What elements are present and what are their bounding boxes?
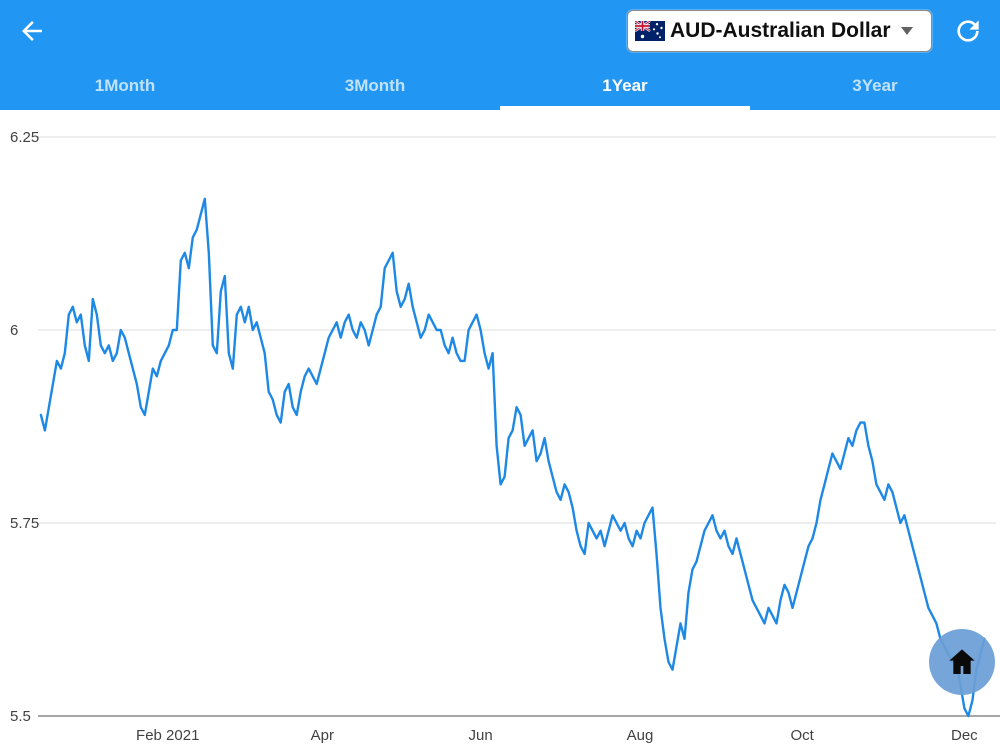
back-button[interactable] [8,7,56,55]
y-tick-label: 5.5 [10,708,31,725]
home-fab-button[interactable] [929,629,995,695]
x-tick-label: Dec [951,727,978,744]
currency-dropdown[interactable]: AUD-Australian Dollar [627,10,932,52]
australia-flag-icon [634,20,665,41]
refresh-button[interactable] [946,9,990,53]
tab-3year[interactable]: 3Year [852,76,898,95]
y-tick-label: 6.25 [10,129,39,146]
period-tabbar: 1Month 3Month 1Year 3Year [0,62,1000,110]
chevron-down-icon [900,27,913,35]
y-tick-label: 6 [10,322,18,339]
x-tick-label: Apr [311,727,334,744]
refresh-icon [952,15,984,47]
rate-line [39,197,986,718]
tab-1month[interactable]: 1Month [94,76,156,95]
currency-dropdown-label: AUD-Australian Dollar [670,19,891,42]
arrow-back-icon [17,16,47,46]
tab-1year[interactable]: 1Year [500,62,750,110]
exchange-rate-chart: 6.25 6 5.75 5.5 Feb 2021 Apr Jun Aug Oct Dec [0,110,1000,750]
x-tick-label: Oct [790,727,814,744]
home-icon [946,646,978,678]
x-tick-label: Aug [627,727,654,744]
x-tick-label: Feb 2021 [136,727,199,744]
x-tick-label: Jun [469,727,493,744]
y-tick-label: 5.75 [10,515,39,532]
header: AUD-Australian Dollar [0,0,1000,62]
tab-3month[interactable]: 3Month [344,76,406,95]
